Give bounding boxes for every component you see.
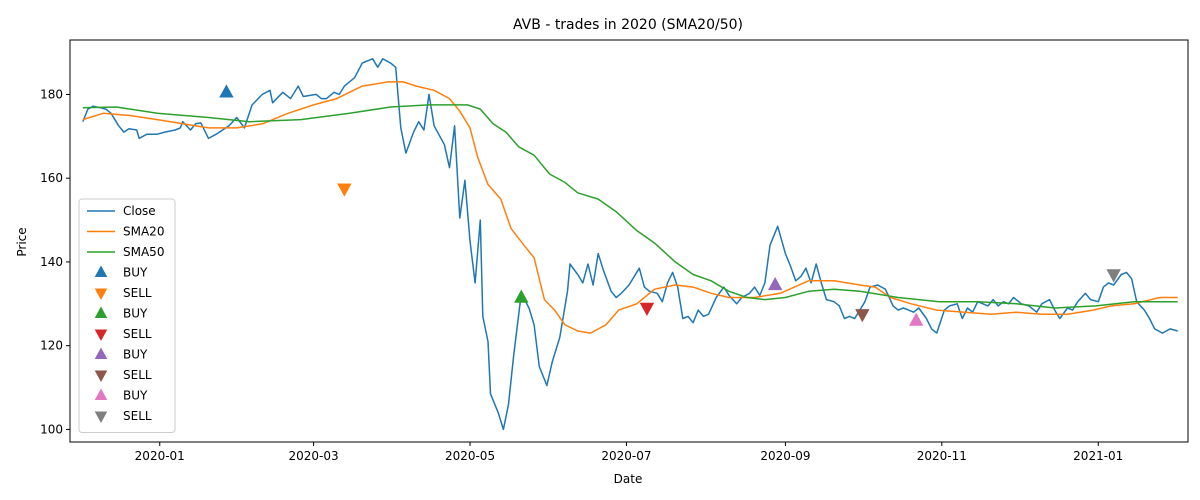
legend-label: SELL — [123, 286, 152, 300]
y-axis-label: Price — [15, 227, 29, 256]
x-tick-label: 2020-09 — [760, 449, 810, 463]
legend-swatch — [94, 347, 108, 360]
legend-swatch — [94, 411, 108, 423]
plot-area — [69, 39, 1189, 443]
legend-swatch — [94, 370, 108, 382]
legend: Close SMA20 SMA50 BUY SELL BUY SELL BUY SELL BUY S… — [78, 198, 176, 433]
legend-label: BUY — [123, 389, 148, 403]
y-tick-label: 140 — [40, 255, 63, 269]
x-tick-label: 2021-01 — [1073, 449, 1123, 463]
legend-label: BUY — [123, 266, 148, 280]
legend-swatch — [94, 288, 108, 300]
legend-label: SELL — [123, 368, 152, 382]
y-axis: 100 120 140 160 180 — [40, 87, 70, 436]
legend-label: BUY — [123, 348, 148, 362]
x-tick-label: 2020-07 — [601, 449, 651, 463]
legend-swatch — [94, 265, 108, 278]
sell-marker — [337, 183, 352, 197]
series-line-close — [82, 58, 1178, 431]
legend-label: SELL — [123, 327, 152, 341]
y-tick-label: 180 — [40, 87, 63, 101]
x-tick-label: 2020-03 — [289, 449, 339, 463]
x-axis: 2020-01 2020-03 2020-05 2020-07 2020-09 2020-… — [135, 442, 1123, 463]
legend-swatch — [94, 329, 108, 341]
legend-swatch — [94, 306, 108, 319]
plot-frame — [69, 39, 1189, 443]
x-tick-label: 2020-11 — [917, 449, 967, 463]
buy-marker — [908, 312, 924, 326]
legend-label: SMA20 — [123, 225, 164, 239]
legend-label: Close — [123, 204, 156, 218]
y-tick-label: 120 — [40, 339, 63, 353]
legend-label: SMA50 — [123, 245, 164, 259]
x-tick-label: 2020-05 — [445, 449, 495, 463]
x-axis-label: Date — [614, 472, 643, 486]
x-tick-label: 2020-01 — [135, 449, 185, 463]
legend-label: SELL — [123, 409, 152, 423]
buy-marker — [767, 276, 783, 291]
chart-title: AVB - trades in 2020 (SMA20/50) — [513, 17, 743, 33]
series-line-sma50 — [82, 104, 1178, 309]
legend-label: BUY — [123, 307, 148, 321]
buy-marker — [219, 84, 234, 98]
series-line-sma20 — [82, 81, 1178, 334]
sell-marker — [855, 309, 870, 323]
buy-marker — [514, 289, 529, 303]
sell-marker — [639, 302, 655, 316]
y-tick-label: 160 — [40, 171, 63, 185]
sell-marker — [1106, 269, 1121, 283]
y-tick-label: 100 — [40, 422, 63, 436]
legend-swatch — [94, 388, 108, 401]
